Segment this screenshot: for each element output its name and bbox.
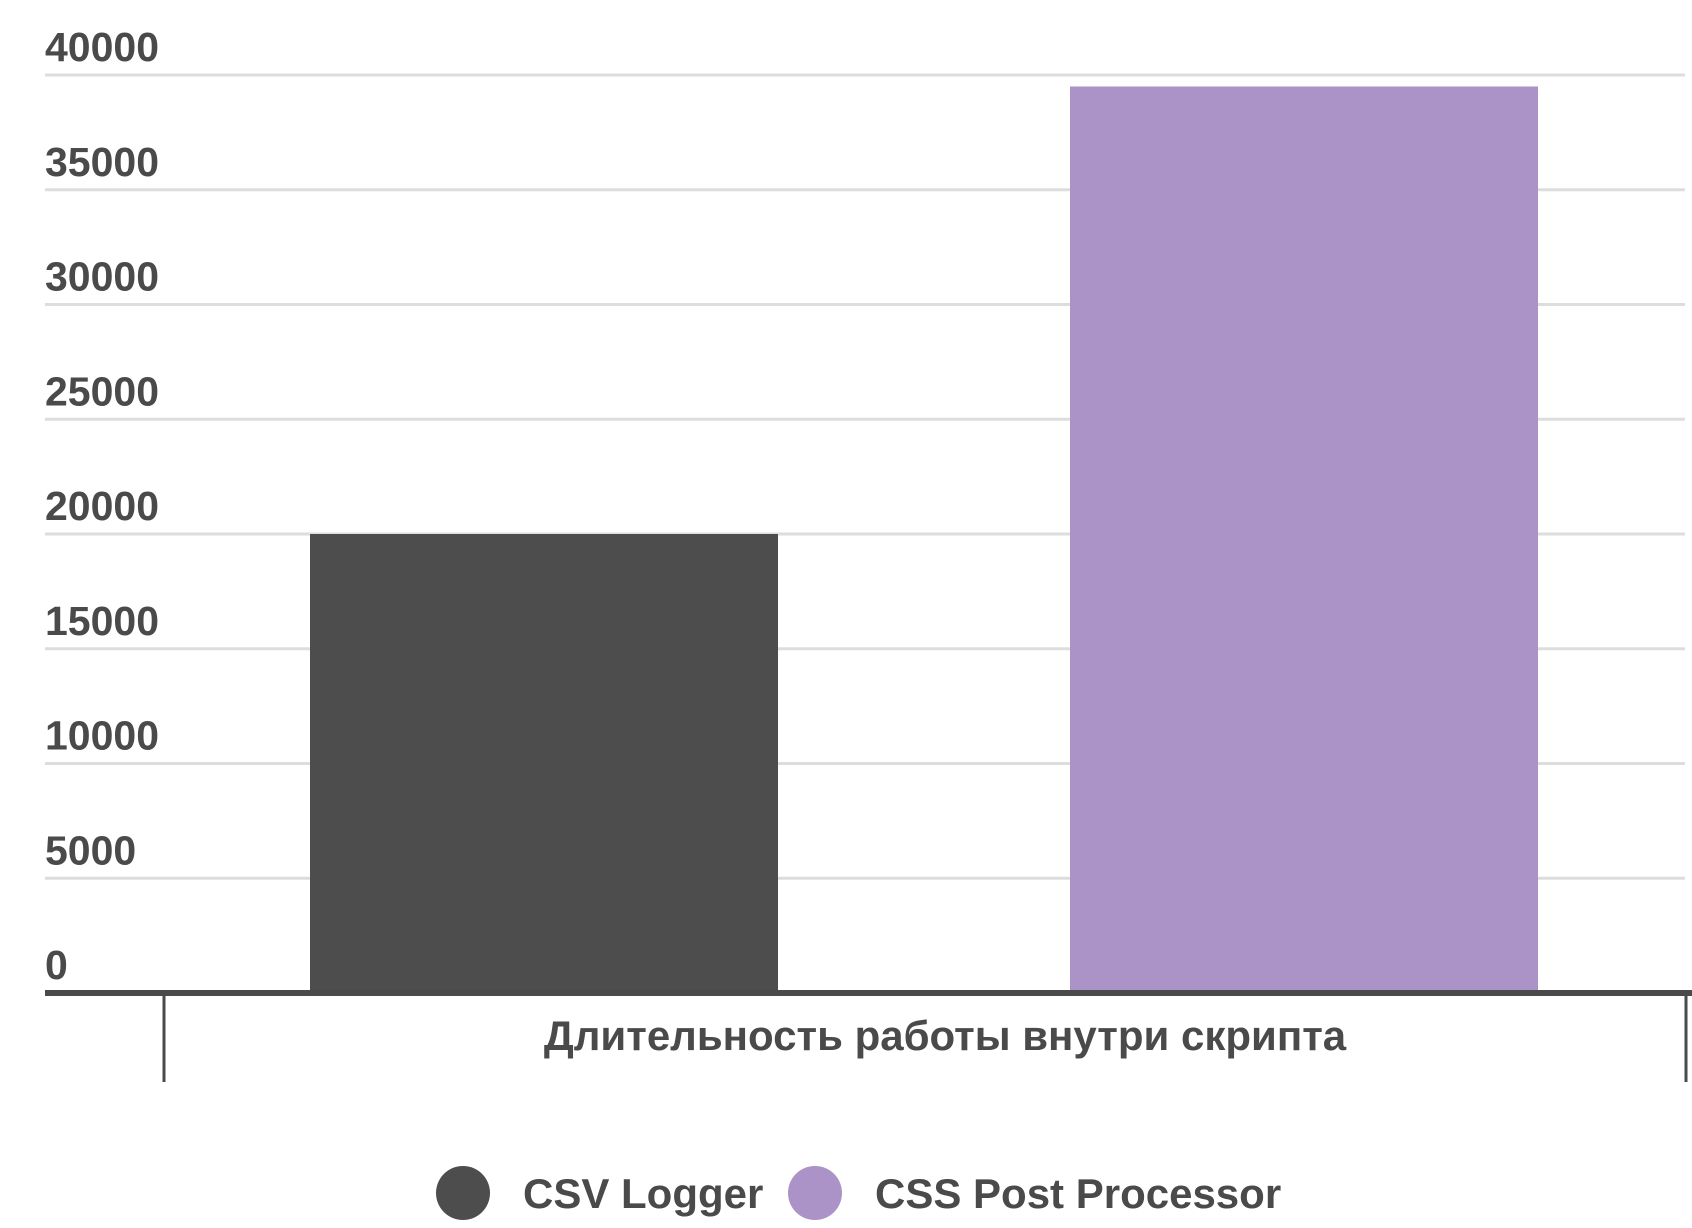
legend-swatch <box>436 1166 490 1220</box>
bar-css-post-processor <box>1070 86 1538 994</box>
legend: CSV Logger CSS Post Processor <box>436 1166 1281 1220</box>
bars <box>310 86 1538 994</box>
legend-label: CSS Post Processor <box>875 1170 1281 1217</box>
y-tick-label: 10000 <box>45 713 159 759</box>
x-axis <box>45 990 1692 1082</box>
legend-label: CSV Logger <box>523 1170 763 1217</box>
bar-csv-logger <box>310 534 778 993</box>
y-tick-label: 20000 <box>45 483 159 529</box>
y-axis-tick-labels: 0 5000 10000 15000 20000 25000 30000 35000 40000 <box>45 24 159 988</box>
y-tick-label: 25000 <box>45 368 159 414</box>
y-tick-label: 30000 <box>45 254 159 300</box>
y-tick-label: 40000 <box>45 24 159 70</box>
y-tick-label: 35000 <box>45 139 159 185</box>
legend-swatch <box>788 1166 842 1220</box>
y-tick-label: 15000 <box>45 598 159 644</box>
y-tick-label: 0 <box>45 942 68 988</box>
x-category-label: Длительность работы внутри скрипта <box>544 1012 1347 1059</box>
y-tick-label: 5000 <box>45 827 136 873</box>
